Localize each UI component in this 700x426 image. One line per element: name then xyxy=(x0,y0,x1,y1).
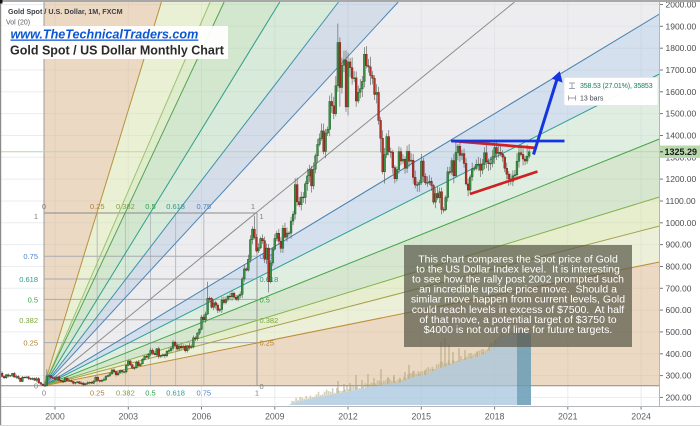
svg-text:1500.00: 1500.00 xyxy=(666,109,697,119)
svg-text:0.618: 0.618 xyxy=(166,202,185,211)
svg-text:0.618: 0.618 xyxy=(19,275,38,284)
svg-text:to see how the rally post 2002: to see how the rally post 2002 prompted … xyxy=(412,274,624,286)
svg-text:1700.00: 1700.00 xyxy=(666,65,697,75)
svg-text:0.25: 0.25 xyxy=(260,339,275,348)
svg-text:0: 0 xyxy=(260,382,264,391)
svg-text:0.25: 0.25 xyxy=(90,202,105,211)
svg-text:could reach levels in excess o: could reach levels in excess of $7500. A… xyxy=(412,304,625,316)
svg-text:0.25: 0.25 xyxy=(90,389,105,398)
svg-text:an incredible upside price mov: an incredible upside price move. Should … xyxy=(419,284,617,296)
svg-text:2006: 2006 xyxy=(192,412,212,422)
svg-text:2009: 2009 xyxy=(265,412,285,422)
svg-text:0.25: 0.25 xyxy=(23,339,38,348)
svg-text:2000: 2000 xyxy=(45,412,65,422)
svg-text:0.5: 0.5 xyxy=(28,295,38,304)
svg-text:1: 1 xyxy=(251,202,255,211)
svg-text:1200.00: 1200.00 xyxy=(666,174,697,184)
svg-text:0.75: 0.75 xyxy=(196,202,211,211)
svg-text:similar move happen from curre: similar move happen from current levels,… xyxy=(411,294,625,306)
svg-text:Gold Spot / U.S. Dollar, 1M, F: Gold Spot / U.S. Dollar, 1M, FXCM xyxy=(8,7,123,16)
svg-text:$4000 is not out of line for f: $4000 is not out of line for future targ… xyxy=(424,324,613,336)
svg-text:2021: 2021 xyxy=(558,412,578,422)
svg-text:0: 0 xyxy=(34,381,38,390)
svg-text:900.00: 900.00 xyxy=(666,240,692,250)
svg-text:13 bars: 13 bars xyxy=(580,96,604,103)
svg-text:0.5: 0.5 xyxy=(260,295,270,304)
svg-text:0.382: 0.382 xyxy=(116,202,135,211)
svg-text:0.75: 0.75 xyxy=(23,252,38,261)
svg-text:0.382: 0.382 xyxy=(116,389,135,398)
svg-text:0.5: 0.5 xyxy=(145,389,155,398)
svg-text:600.00: 600.00 xyxy=(666,305,692,315)
svg-text:1000.00: 1000.00 xyxy=(666,218,697,228)
svg-text:0: 0 xyxy=(42,389,46,398)
svg-text:1: 1 xyxy=(260,212,264,221)
svg-text:0.75: 0.75 xyxy=(196,389,211,398)
svg-text:700.00: 700.00 xyxy=(666,283,692,293)
svg-text:1: 1 xyxy=(255,389,259,398)
svg-text:1800.00: 1800.00 xyxy=(666,43,697,53)
svg-text:2024: 2024 xyxy=(631,412,651,422)
svg-text:358.53 (27.01%), 35853: 358.53 (27.01%), 35853 xyxy=(580,83,653,90)
svg-text:2018: 2018 xyxy=(485,412,505,422)
svg-text:2012: 2012 xyxy=(338,412,358,422)
svg-text:0.618: 0.618 xyxy=(166,389,185,398)
svg-text:2003: 2003 xyxy=(119,412,139,422)
svg-text:1: 1 xyxy=(34,212,38,221)
svg-text:0.382: 0.382 xyxy=(260,316,279,325)
svg-text:This chart compares the Spot p: This chart compares the Spot price of Go… xyxy=(418,254,618,266)
svg-text:Gold Spot / US Dollar Monthly: Gold Spot / US Dollar Monthly Chart xyxy=(10,44,225,58)
svg-text:1100.00: 1100.00 xyxy=(666,196,696,206)
svg-text:to the US Dollar Index level.: to the US Dollar Index level. It is inte… xyxy=(416,264,620,276)
svg-text:1900.00: 1900.00 xyxy=(666,21,697,31)
svg-text:800.00: 800.00 xyxy=(666,262,692,272)
svg-text:2015: 2015 xyxy=(412,412,432,422)
svg-text:2000.00: 2000.00 xyxy=(666,0,697,10)
svg-text:0.382: 0.382 xyxy=(19,316,38,325)
svg-text:400.00: 400.00 xyxy=(666,349,692,359)
svg-text:www.TheTechnicalTraders.com: www.TheTechnicalTraders.com xyxy=(11,28,199,42)
svg-text:1400.00: 1400.00 xyxy=(666,131,697,141)
svg-text:500.00: 500.00 xyxy=(666,327,692,337)
svg-text:of that move, a potential targ: of that move, a potential target of $375… xyxy=(419,314,616,326)
svg-text:Vol (20): Vol (20) xyxy=(6,20,30,27)
svg-text:0: 0 xyxy=(42,202,46,211)
svg-text:300.00: 300.00 xyxy=(666,371,692,381)
svg-text:1600.00: 1600.00 xyxy=(666,87,697,97)
svg-text:1325.29: 1325.29 xyxy=(665,147,698,157)
svg-text:0.5: 0.5 xyxy=(145,202,155,211)
svg-text:200.00: 200.00 xyxy=(666,392,692,402)
